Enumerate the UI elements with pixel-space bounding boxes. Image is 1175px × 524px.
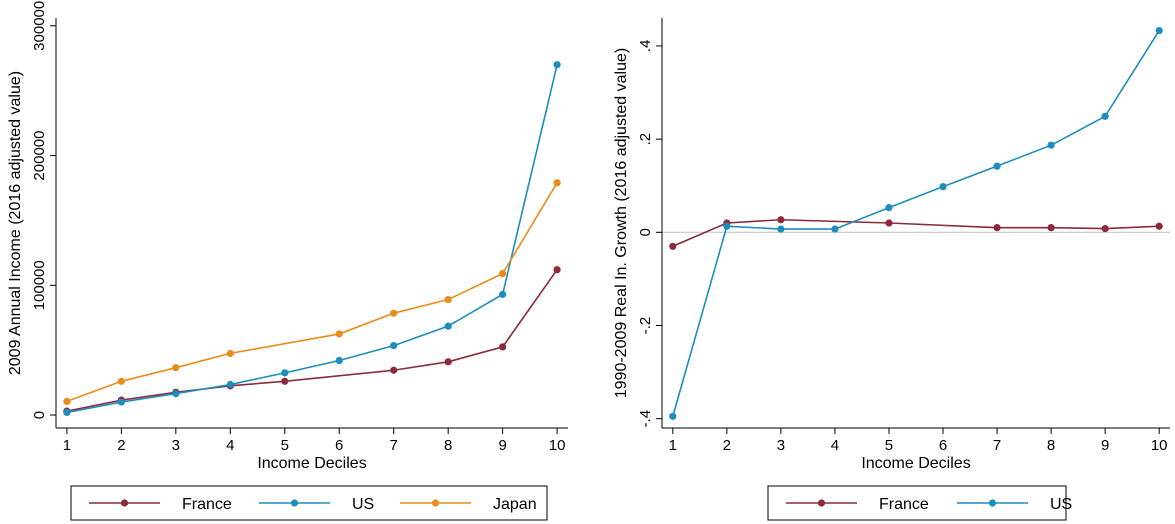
series-line-france [672, 218, 1160, 248]
y-tick-label: 300000 [31, 1, 48, 51]
series-line-us [66, 64, 558, 414]
x-tick-label: 9 [1101, 437, 1109, 454]
data-point-us [553, 61, 561, 69]
data-point-france [885, 219, 893, 227]
legend-label: France [879, 496, 929, 513]
y-tick-label: 200000 [31, 131, 48, 181]
data-point-france [993, 224, 1001, 232]
x-tick-label: 6 [335, 437, 343, 454]
series-line-us [672, 30, 1160, 417]
x-tick-label: 5 [885, 437, 893, 454]
x-tick-label: 4 [226, 437, 234, 454]
x-tick-label: 3 [777, 437, 785, 454]
legend: France US [767, 485, 1072, 521]
x-tick-label: 1 [63, 437, 71, 454]
data-point-us [939, 183, 947, 191]
data-point-us [993, 162, 1001, 170]
data-point-us [226, 380, 234, 389]
x-tick-label: 8 [444, 437, 452, 454]
legend-swatch-marker [817, 499, 826, 507]
y-axis-title: 2009 Annual Income (2016 adjusted value) [7, 71, 24, 375]
x-tick-label: 1 [669, 437, 677, 454]
x-axis-title: Income Deciles [861, 455, 970, 472]
legend-swatch-marker [988, 499, 997, 507]
data-point-us [172, 390, 180, 398]
legend-swatch-marker [120, 499, 129, 507]
chart-panel-1: 1 2 3 4 5 6 7 8 9 10 0 100000 200000 300000 Income Dec… [7, 1, 568, 521]
data-point-france [1155, 222, 1163, 230]
data-point-france [553, 266, 561, 274]
x-tick-label: 5 [281, 437, 289, 454]
y-tick-label: 0 [637, 228, 654, 236]
y-tick-label: .4 [637, 40, 654, 53]
x-tick-label: 9 [498, 437, 506, 454]
data-point-japan [335, 330, 343, 338]
data-point-france [390, 366, 398, 374]
x-tick-label: 2 [117, 437, 125, 454]
data-point-us [117, 398, 125, 406]
legend-label: France [182, 496, 232, 513]
x-tick-label: 4 [831, 437, 839, 454]
data-point-france [1047, 224, 1055, 232]
data-point-france [444, 358, 452, 366]
data-point-us [1155, 26, 1163, 35]
data-point-france [499, 343, 507, 351]
data-point-japan [172, 364, 180, 372]
legend-swatch-marker [431, 499, 440, 507]
y-tick-label: 0 [31, 411, 48, 419]
legend-label: Japan [493, 496, 537, 513]
x-tick-label: 10 [1151, 437, 1168, 454]
data-point-us [831, 225, 839, 233]
legend-label: US [352, 496, 374, 513]
data-point-us [777, 225, 785, 233]
chart-panel-2: 1 2 3 4 5 6 7 8 9 10 -.4 -.2 0 .2 .4 Income Deciles 1990… [613, 18, 1170, 521]
data-point-us [335, 356, 343, 365]
data-point-france [1101, 224, 1109, 233]
series-line-france [66, 269, 558, 412]
x-tick-label: 6 [939, 437, 947, 454]
data-point-japan [117, 377, 125, 385]
y-tick-label: -.4 [637, 410, 654, 428]
data-point-japan [390, 309, 398, 317]
y-tick-label: .2 [637, 133, 654, 146]
data-point-us [1101, 112, 1109, 120]
data-point-france [777, 216, 785, 224]
x-tick-label: 8 [1047, 437, 1055, 454]
data-point-us [499, 290, 507, 298]
legend-label: US [1050, 496, 1072, 513]
data-point-us [669, 412, 677, 420]
data-point-japan [444, 295, 452, 304]
data-point-us [723, 222, 731, 230]
data-point-france [281, 377, 289, 385]
data-point-japan [499, 270, 507, 278]
legend-swatch-marker [290, 499, 299, 507]
x-axis-title: Income Deciles [257, 455, 366, 472]
data-point-us [444, 322, 452, 330]
y-axis-title: 1990-2009 Real In. Growth (2016 adjusted… [613, 48, 630, 398]
x-tick-label: 10 [549, 437, 566, 454]
data-point-us [885, 204, 893, 212]
data-point-france [669, 242, 677, 250]
x-tick-label: 7 [390, 437, 398, 454]
data-point-us [281, 369, 289, 377]
data-point-japan [553, 179, 561, 187]
x-tick-label: 7 [993, 437, 1001, 454]
data-point-japan [63, 397, 71, 406]
y-tick-label: 100000 [31, 260, 48, 310]
x-tick-label: 3 [172, 437, 180, 454]
data-point-japan [226, 349, 234, 357]
data-point-us [1047, 141, 1055, 149]
data-point-us [63, 408, 71, 417]
legend: France US Japan [70, 485, 548, 521]
data-point-us [390, 342, 398, 350]
series-line-japan [66, 182, 558, 403]
x-tick-label: 2 [723, 437, 731, 454]
y-tick-label: -.2 [637, 317, 654, 335]
